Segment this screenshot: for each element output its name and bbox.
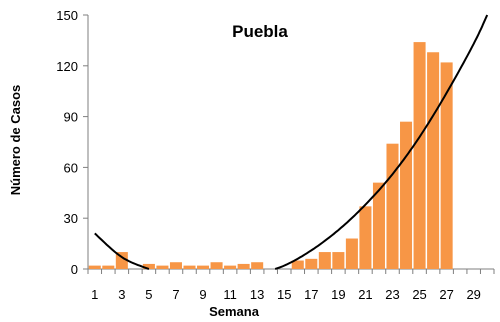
bar bbox=[251, 262, 264, 269]
bar bbox=[359, 206, 372, 269]
bar bbox=[142, 263, 155, 269]
trendline-group bbox=[94, 14, 489, 270]
bars bbox=[88, 42, 453, 270]
y-tick-label: 30 bbox=[64, 211, 78, 226]
bar bbox=[291, 260, 304, 269]
bar bbox=[386, 143, 399, 269]
bar bbox=[210, 262, 223, 269]
bar bbox=[372, 182, 385, 269]
bar bbox=[102, 265, 115, 269]
bar bbox=[224, 265, 237, 269]
y-tick-label: 0 bbox=[71, 262, 78, 277]
bar bbox=[169, 262, 182, 269]
bar bbox=[413, 42, 426, 269]
x-tick-label: 9 bbox=[199, 287, 206, 302]
bar bbox=[197, 265, 210, 269]
y-tick-label: 120 bbox=[56, 59, 78, 74]
x-tick-label: 21 bbox=[358, 287, 372, 302]
trendline bbox=[274, 14, 489, 270]
x-tick-label: 3 bbox=[118, 287, 125, 302]
bar bbox=[156, 265, 169, 269]
x-tick-label: 29 bbox=[466, 287, 480, 302]
bar bbox=[237, 263, 250, 269]
chart-title: Puebla bbox=[232, 22, 288, 41]
bar bbox=[183, 265, 196, 269]
x-tick-label: 7 bbox=[172, 287, 179, 302]
y-tick-label: 60 bbox=[64, 160, 78, 175]
x-tick-label: 15 bbox=[277, 287, 291, 302]
trendline bbox=[94, 232, 150, 270]
axes bbox=[83, 14, 495, 274]
bar bbox=[345, 238, 358, 269]
x-tick-label: 11 bbox=[223, 287, 237, 302]
x-tick-label: 5 bbox=[145, 287, 152, 302]
x-tick-label: 17 bbox=[304, 287, 318, 302]
x-tick-label: 13 bbox=[250, 287, 264, 302]
x-tick-label: 27 bbox=[439, 287, 453, 302]
bar bbox=[332, 252, 345, 269]
bar bbox=[318, 252, 331, 269]
x-tick-label: 1 bbox=[91, 287, 98, 302]
x-tick-label: 25 bbox=[412, 287, 426, 302]
y-tick-label: 150 bbox=[56, 8, 78, 23]
y-tick-label: 90 bbox=[64, 110, 78, 125]
x-tick-label: 23 bbox=[385, 287, 399, 302]
bar bbox=[427, 52, 440, 270]
y-axis-title: Número de Casos bbox=[8, 85, 23, 196]
bar bbox=[88, 265, 101, 269]
x-tick-label: 19 bbox=[331, 287, 345, 302]
bar bbox=[115, 252, 128, 269]
bar bbox=[440, 62, 453, 270]
bar bbox=[305, 258, 318, 269]
bar bbox=[400, 121, 413, 270]
x-axis-title: Semana bbox=[209, 304, 260, 319]
